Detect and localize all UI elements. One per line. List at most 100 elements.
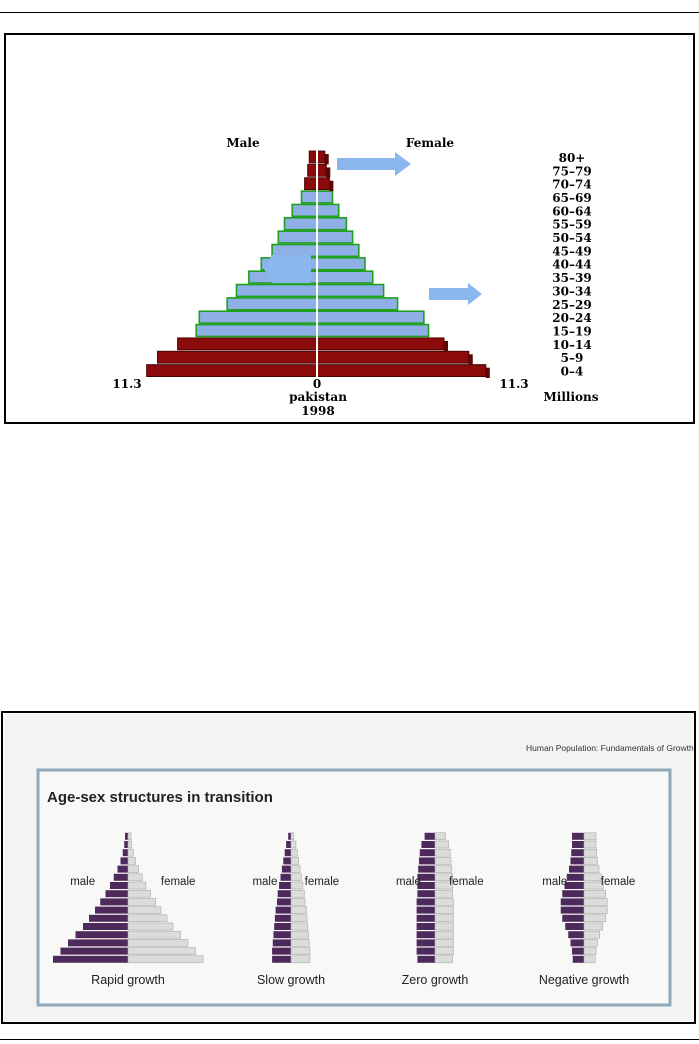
- male-label: male: [252, 876, 277, 888]
- arrow-right-upper: [337, 152, 411, 176]
- male-bar-80+: [308, 150, 318, 164]
- male-bar: [417, 890, 435, 898]
- female-bar: [434, 881, 453, 890]
- male-label: Male: [226, 136, 260, 150]
- male-bar: [424, 832, 435, 840]
- female-bar: [290, 955, 311, 964]
- male-bar: [283, 857, 291, 865]
- panel-caption: Negative growth: [539, 973, 629, 987]
- female-bar: [583, 947, 597, 955]
- male-bar: [272, 939, 291, 947]
- age-label-25–29: 25–29: [552, 298, 591, 312]
- female-bar: [290, 857, 299, 865]
- female-bar: [127, 914, 168, 923]
- male-label: male: [396, 876, 421, 888]
- female-bar: [583, 881, 604, 890]
- male-bar: [274, 923, 291, 930]
- male-bar: [124, 841, 128, 848]
- male-bar: [572, 832, 584, 840]
- panel-slow-growth: male female Slow growth: [252, 832, 340, 987]
- male-bar: [75, 931, 128, 939]
- female-bar-60–64: [316, 203, 340, 218]
- male-bar: [562, 914, 584, 922]
- female-bar: [583, 906, 608, 914]
- male-bar: [110, 882, 128, 889]
- male-bar: [572, 947, 584, 955]
- female-bar: [127, 906, 162, 914]
- female-bar: [290, 922, 309, 931]
- female-bar-35–39: [316, 270, 374, 284]
- bar-shadow-75–79: [326, 167, 331, 178]
- female-bar-50–54: [316, 230, 354, 244]
- female-bar: [434, 832, 446, 841]
- running-header: Human Population: Fundamentals of Growth…: [526, 743, 694, 753]
- female-bar: [127, 865, 139, 873]
- male-bar: [120, 857, 128, 865]
- female-label: female: [305, 876, 340, 888]
- female-bar-30–34: [316, 283, 385, 298]
- female-bar: [290, 889, 305, 898]
- age-label-35–39: 35–39: [552, 271, 591, 285]
- unit-label: Millions: [543, 390, 598, 404]
- age-label-50–54: 50–54: [552, 231, 591, 245]
- female-bar: [583, 930, 601, 939]
- year-label: 1998: [301, 404, 334, 418]
- female-bar-0–4: [316, 364, 487, 377]
- male-bar-5–9: [156, 350, 318, 364]
- female-bar: [583, 889, 607, 898]
- female-bar: [127, 939, 189, 947]
- male-bar: [416, 906, 435, 914]
- age-label-30–34: 30–34: [552, 284, 591, 298]
- male-bar: [113, 873, 128, 881]
- male-bar: [416, 914, 435, 922]
- female-bar: [583, 857, 598, 865]
- female-bar-70–74: [316, 177, 330, 191]
- age-label-0–4: 0–4: [561, 365, 584, 379]
- bar-shadow-80+: [324, 154, 329, 165]
- female-bar: [583, 832, 597, 841]
- male-bar-75–79: [307, 163, 318, 177]
- male-bar: [95, 906, 128, 914]
- age-label-75–79: 75–79: [552, 164, 591, 178]
- female-bar: [434, 922, 454, 931]
- female-bar-20–24: [316, 310, 425, 324]
- bottom-rule: [0, 1039, 699, 1040]
- female-bar: [127, 848, 134, 857]
- male-bar-55–59: [283, 217, 318, 231]
- male-bar-65–69: [300, 190, 318, 204]
- female-bar: [127, 955, 204, 964]
- female-bar: [290, 947, 311, 955]
- age-label-40–44: 40–44: [552, 258, 591, 272]
- female-bar: [290, 832, 295, 841]
- male-bar: [272, 947, 291, 955]
- bar-shadow-5–9: [468, 354, 473, 365]
- female-bar: [434, 914, 454, 923]
- age-label-65–69: 65–69: [552, 191, 591, 205]
- female-bar: [290, 865, 301, 873]
- male-bar: [105, 890, 128, 898]
- pakistan-pyramid-chart: Male Female 0–45–910–1415–1920–2425–2930…: [112, 136, 598, 418]
- male-bar: [572, 841, 584, 848]
- female-bar: [434, 873, 453, 882]
- panel-caption: Slow growth: [257, 973, 325, 987]
- female-bar-15–19: [316, 323, 430, 338]
- panel-caption: Rapid growth: [91, 973, 165, 987]
- male-bar: [571, 849, 584, 857]
- female-bar: [290, 914, 308, 923]
- age-label-45–49: 45–49: [552, 244, 591, 258]
- male-bar: [568, 931, 584, 939]
- female-bar: [583, 848, 598, 857]
- male-bar: [125, 832, 128, 840]
- male-bar-45–49: [271, 243, 318, 258]
- male-bar: [53, 955, 128, 963]
- x-tick-left: 11.3: [112, 377, 141, 391]
- female-bar: [583, 898, 608, 906]
- pyramid-panels: male female Rapid growth male female Slow gro…: [53, 832, 635, 987]
- x-tick-right: 11.3: [499, 377, 528, 391]
- female-bar: [434, 848, 451, 857]
- pakistan-pyramid-figure: Male Female 0–4 5–9 10–14 15–19 20–24 25–29 30…: [4, 33, 695, 424]
- female-bar-75–79: [316, 163, 327, 177]
- age-sex-structures-figure: Human Population: Fundamentals of Growth…: [1, 711, 696, 1024]
- female-bar: [290, 898, 306, 906]
- female-bar: [127, 857, 136, 865]
